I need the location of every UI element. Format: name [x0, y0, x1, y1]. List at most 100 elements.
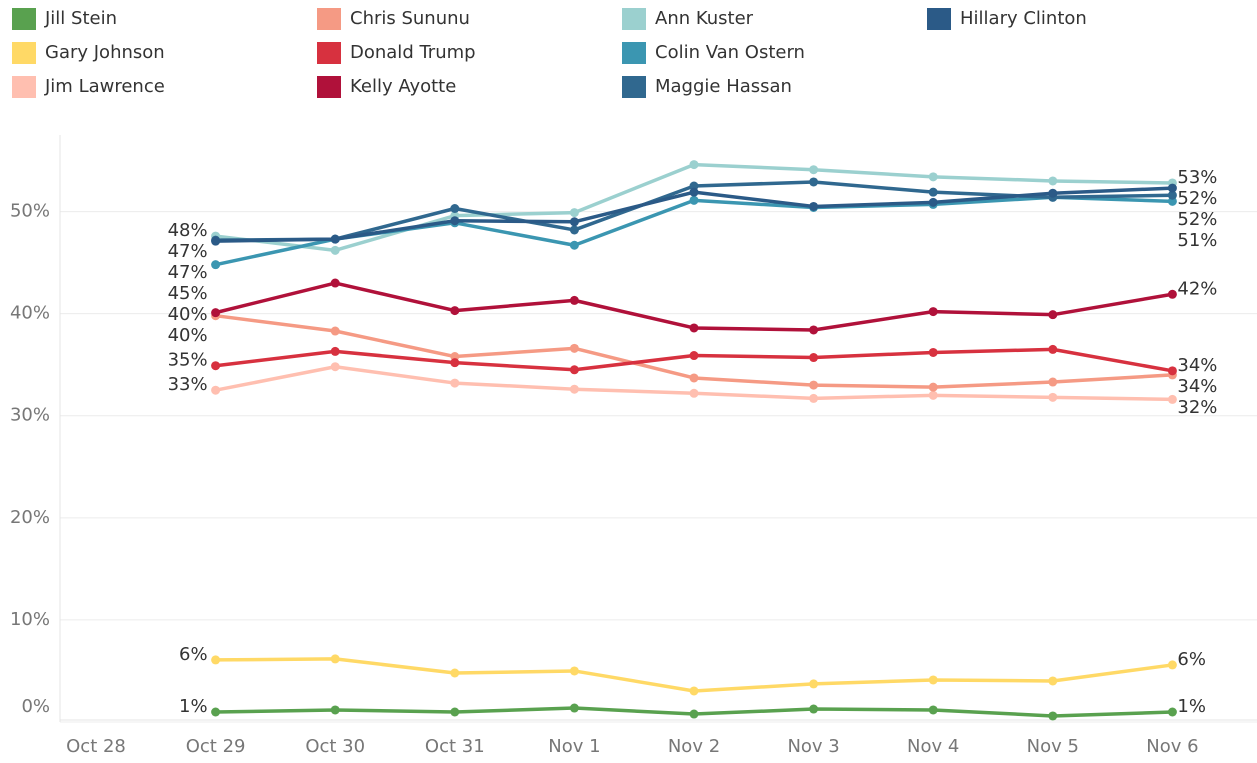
data-point: [809, 165, 819, 175]
data-point: [211, 308, 221, 318]
data-point: [211, 655, 221, 665]
data-point: [450, 668, 460, 678]
data-point: [450, 204, 460, 214]
data-point: [928, 187, 938, 197]
series-line: [215, 657, 1173, 693]
data-point: [569, 217, 579, 227]
x-tick-label: Oct 28: [66, 736, 126, 757]
data-point: [1048, 377, 1058, 387]
data-label: 1%: [179, 696, 208, 717]
data-point: [330, 245, 340, 255]
data-point: [809, 177, 819, 187]
data-point: [1048, 310, 1058, 320]
data-point: [569, 666, 579, 676]
data-point: [689, 388, 699, 398]
legend-label: Jill Stein: [44, 8, 117, 29]
data-label: 40%: [168, 304, 208, 325]
data-label: 47%: [168, 241, 208, 262]
data-point: [689, 323, 699, 333]
data-point: [689, 351, 699, 361]
x-tick-label: Nov 1: [548, 736, 600, 757]
data-label: 6%: [179, 644, 208, 665]
data-point: [330, 654, 340, 664]
data-label: 53%: [1177, 167, 1217, 188]
data-point: [1048, 676, 1058, 686]
x-tick-label: Oct 30: [305, 736, 365, 757]
data-point: [809, 393, 819, 403]
data-point: [569, 295, 579, 305]
series-line: [215, 281, 1173, 332]
x-tick-label: Nov 2: [668, 736, 720, 757]
data-point: [450, 306, 460, 316]
legend-label: Chris Sununu: [350, 8, 470, 29]
data-point: [689, 195, 699, 205]
legend-swatch: [927, 8, 951, 30]
data-point: [1167, 190, 1177, 200]
data-point: [569, 225, 579, 235]
legend-label: Hillary Clinton: [960, 8, 1087, 29]
data-point: [330, 326, 340, 336]
data-point: [330, 362, 340, 372]
data-label: 34%: [1177, 376, 1217, 397]
data-point: [1048, 188, 1058, 198]
legend-swatch: [12, 42, 36, 64]
data-point: [330, 346, 340, 356]
x-tick-label: Oct 31: [425, 736, 485, 757]
data-point: [689, 187, 699, 197]
data-point: [1167, 394, 1177, 404]
data-point: [569, 365, 579, 375]
data-point: [450, 216, 460, 226]
data-label: 45%: [168, 283, 208, 304]
data-point: [1167, 660, 1177, 670]
data-point: [1167, 183, 1177, 193]
y-tick-label: 50%: [10, 201, 50, 222]
data-point: [569, 208, 579, 218]
data-point: [689, 373, 699, 383]
legend-swatch: [317, 42, 341, 64]
data-point: [450, 707, 460, 717]
data-point: [569, 703, 579, 713]
data-label: 42%: [1177, 278, 1217, 299]
data-point: [809, 325, 819, 335]
data-label: 51%: [1177, 230, 1217, 251]
data-point: [450, 378, 460, 388]
data-point: [928, 347, 938, 357]
data-point: [1048, 392, 1058, 402]
x-tick-label: Oct 29: [186, 736, 246, 757]
legend-swatch: [317, 76, 341, 98]
data-label: 1%: [1177, 696, 1206, 717]
legend-label: Kelly Ayotte: [350, 76, 456, 97]
data-point: [928, 705, 938, 715]
y-tick-label: 20%: [10, 507, 50, 528]
y-tick-label: 30%: [10, 405, 50, 426]
data-point: [689, 686, 699, 696]
data-point: [809, 201, 819, 211]
data-point: [928, 307, 938, 317]
legend-label: Donald Trump: [350, 42, 476, 63]
data-point: [689, 160, 699, 170]
data-label: 48%: [168, 220, 208, 241]
x-tick-label: Nov 6: [1146, 736, 1198, 757]
data-label: 35%: [168, 350, 208, 371]
data-point: [928, 197, 938, 207]
data-label: 6%: [1177, 649, 1206, 670]
data-point: [569, 240, 579, 250]
data-point: [211, 260, 221, 270]
data-point: [689, 709, 699, 719]
data-point: [211, 707, 221, 717]
data-point: [928, 675, 938, 685]
data-point: [1048, 176, 1058, 186]
data-point: [569, 384, 579, 394]
legend-swatch: [622, 8, 646, 30]
data-point: [809, 679, 819, 689]
data-label: 32%: [1177, 397, 1217, 418]
series-line: [215, 195, 1173, 267]
legend-swatch: [12, 8, 36, 30]
legend-swatch: [317, 8, 341, 30]
y-tick-label: 10%: [10, 609, 50, 630]
data-point: [330, 705, 340, 715]
x-tick-label: Nov 4: [907, 736, 959, 757]
data-point: [330, 234, 340, 244]
data-point: [809, 353, 819, 363]
